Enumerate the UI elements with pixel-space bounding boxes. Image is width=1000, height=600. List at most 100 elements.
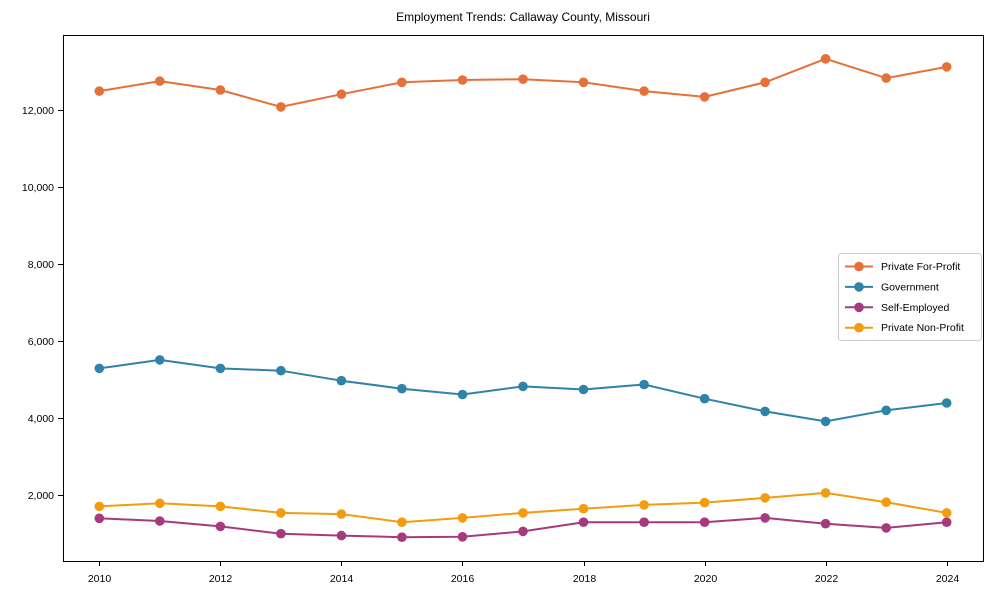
data-point — [639, 517, 649, 527]
data-point — [457, 513, 468, 523]
series-government — [94, 355, 952, 427]
data-point — [276, 508, 286, 518]
series-self-employed — [94, 513, 952, 542]
x-tick-label: 2020 — [694, 573, 718, 585]
y-tick-label: 6,000 — [28, 336, 54, 348]
x-tick-label: 2012 — [209, 573, 233, 585]
data-point — [336, 375, 347, 386]
data-point — [941, 508, 952, 518]
chart-title: Employment Trends: Callaway County, Miss… — [396, 10, 650, 24]
data-point — [699, 517, 710, 527]
data-point — [94, 86, 105, 96]
legend-item-private-for-profit: Private For-Profit — [845, 261, 960, 273]
data-point — [578, 503, 589, 514]
data-point — [578, 384, 589, 395]
y-tick-label: 10,000 — [22, 182, 54, 194]
data-point — [760, 406, 770, 417]
data-point — [397, 517, 407, 527]
data-point — [518, 526, 528, 537]
data-point — [155, 76, 165, 86]
data-point — [881, 497, 891, 508]
data-point — [336, 509, 347, 519]
data-point — [94, 501, 105, 512]
data-point — [820, 518, 831, 529]
data-point — [881, 73, 891, 83]
data-point — [155, 516, 165, 526]
data-point — [215, 501, 226, 512]
data-point — [518, 381, 528, 392]
data-point — [155, 355, 165, 365]
x-axis: 2010 2012 2014 2016 2018 2020 2022 2024 — [88, 561, 960, 585]
data-point — [397, 77, 407, 88]
data-point — [760, 77, 770, 88]
legend-swatch-marker — [854, 282, 864, 292]
data-point — [215, 521, 226, 532]
data-point — [881, 523, 891, 533]
data-point — [276, 365, 286, 376]
data-point — [397, 532, 407, 542]
x-tick-label: 2022 — [815, 573, 839, 585]
data-point — [336, 530, 347, 541]
x-tick-label: 2014 — [330, 573, 354, 585]
data-point — [397, 383, 407, 394]
data-point — [276, 528, 286, 539]
legend-label: Self-Employed — [881, 302, 949, 314]
legend-swatch-marker — [854, 302, 864, 313]
data-point — [276, 102, 286, 112]
legend-label: Private Non-Profit — [881, 322, 964, 334]
y-tick-label: 4,000 — [28, 413, 54, 425]
data-point — [518, 508, 528, 518]
data-point — [578, 77, 589, 88]
series-private-non-profit — [94, 488, 952, 527]
data-point — [699, 393, 710, 404]
x-tick-label: 2016 — [451, 573, 475, 585]
data-point — [639, 500, 649, 510]
legend: Private For-Profit Government Self-Employe… — [838, 253, 982, 341]
y-tick-label: 12,000 — [22, 105, 54, 117]
legend-swatch-marker — [854, 322, 864, 333]
data-point — [760, 513, 770, 523]
data-point — [578, 517, 589, 527]
data-point — [155, 498, 165, 509]
data-point — [820, 488, 831, 498]
legend-box — [838, 253, 982, 341]
data-point — [457, 532, 468, 542]
legend-swatch-marker — [854, 261, 864, 272]
legend-item-private-non-profit: Private Non-Profit — [845, 322, 964, 334]
data-point — [760, 493, 770, 503]
legend-item-government: Government — [845, 281, 939, 293]
x-tick-label: 2018 — [573, 573, 597, 585]
y-tick-label: 8,000 — [28, 259, 54, 271]
x-tick-label: 2010 — [88, 573, 112, 585]
data-point — [336, 89, 347, 99]
axes: 2,000 4,000 6,000 8,000 10,000 12,000 2010 2012… — [22, 35, 984, 585]
data-point — [699, 497, 710, 508]
data-point — [94, 363, 105, 374]
data-point — [457, 389, 468, 400]
legend-label: Private For-Profit — [881, 261, 960, 273]
data-point — [820, 54, 831, 64]
data-point — [941, 398, 952, 408]
y-tick-label: 2,000 — [28, 490, 54, 502]
legend-label: Government — [881, 281, 939, 293]
data-point — [94, 513, 105, 524]
data-point — [457, 75, 468, 85]
x-tick-label: 2024 — [936, 573, 960, 585]
data-point — [881, 405, 891, 416]
plot-frame — [63, 35, 984, 562]
series-private-for-profit — [94, 54, 952, 112]
y-axis: 2,000 4,000 6,000 8,000 10,000 12,000 — [22, 105, 63, 502]
data-point — [639, 86, 649, 96]
data-point — [941, 62, 952, 72]
data-point — [215, 85, 226, 95]
data-point — [820, 416, 831, 427]
data-point — [215, 363, 226, 374]
data-point — [518, 74, 528, 84]
data-point — [941, 517, 952, 527]
legend-item-self-employed: Self-Employed — [845, 302, 949, 314]
data-point — [699, 92, 710, 102]
series-line — [99, 491, 947, 524]
data-point — [639, 379, 649, 390]
